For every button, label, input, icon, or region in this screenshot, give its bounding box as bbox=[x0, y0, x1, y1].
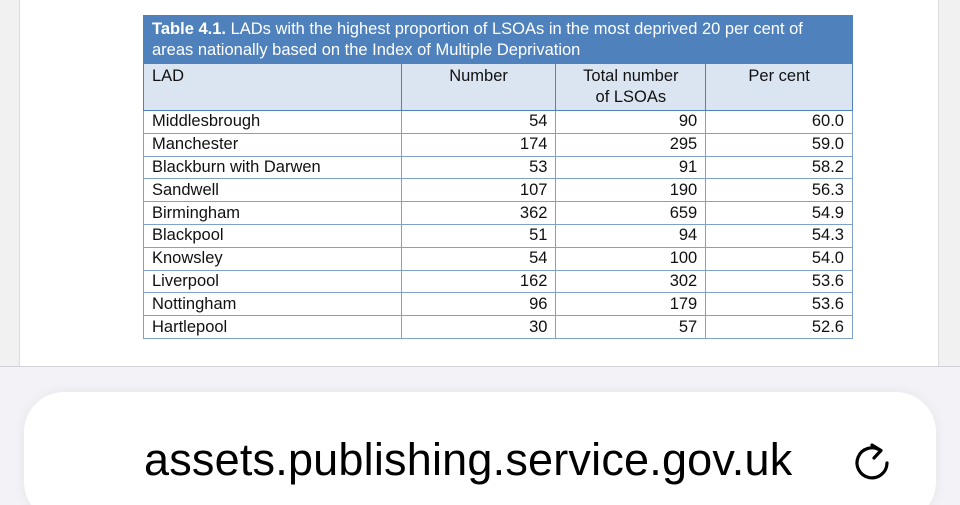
url-text[interactable]: assets.publishing.service.gov.uk bbox=[144, 434, 793, 485]
cell-lad: Middlesbrough bbox=[143, 110, 402, 134]
cell-total-lsoas: 190 bbox=[555, 178, 707, 203]
cell-number: 53 bbox=[400, 155, 557, 180]
table-row: Birmingham 362 659 54.9 bbox=[143, 201, 853, 225]
cell-per-cent: 53.6 bbox=[705, 269, 853, 294]
cell-number: 54 bbox=[400, 246, 557, 271]
table-row: Blackburn with Darwen 53 91 58.2 bbox=[143, 155, 853, 180]
table-row: Sandwell 107 190 56.3 bbox=[143, 178, 853, 203]
cell-total-lsoas: 94 bbox=[555, 223, 707, 248]
cell-lad: Blackburn with Darwen bbox=[143, 155, 402, 180]
header-total-lsoas: Total number of LSOAs bbox=[555, 63, 707, 111]
deprivation-table: Table 4.1. LADs with the highest proport… bbox=[143, 15, 853, 339]
cell-lad: Blackpool bbox=[143, 223, 402, 248]
cell-per-cent: 54.9 bbox=[705, 201, 853, 225]
cell-total-lsoas: 659 bbox=[555, 201, 707, 225]
cell-lad: Knowsley bbox=[143, 246, 402, 271]
cell-number: 30 bbox=[400, 315, 557, 339]
cell-lad: Manchester bbox=[143, 132, 402, 157]
cell-per-cent: 59.0 bbox=[705, 132, 853, 157]
cell-number: 54 bbox=[400, 110, 557, 134]
reload-icon[interactable] bbox=[847, 436, 897, 486]
cell-per-cent: 60.0 bbox=[705, 110, 853, 134]
cell-total-lsoas: 100 bbox=[555, 246, 707, 271]
table-row: Middlesbrough 54 90 60.0 bbox=[143, 110, 853, 134]
table-row: Manchester 174 295 59.0 bbox=[143, 132, 853, 157]
cell-number: 51 bbox=[400, 223, 557, 248]
cell-total-lsoas: 57 bbox=[555, 315, 707, 339]
cell-per-cent: 52.6 bbox=[705, 315, 853, 339]
table-row: Blackpool 51 94 54.3 bbox=[143, 223, 853, 248]
cell-number: 362 bbox=[400, 201, 557, 225]
cell-per-cent: 58.2 bbox=[705, 155, 853, 180]
cell-lad: Birmingham bbox=[143, 201, 402, 225]
header-lad: LAD bbox=[143, 63, 402, 111]
cell-lad: Sandwell bbox=[143, 178, 402, 203]
table-caption-label: Table 4.1. bbox=[152, 20, 226, 38]
table-row: Knowsley 54 100 54.0 bbox=[143, 246, 853, 271]
cell-per-cent: 54.0 bbox=[705, 246, 853, 271]
cell-number: 174 bbox=[400, 132, 557, 157]
cell-per-cent: 54.3 bbox=[705, 223, 853, 248]
toolbar-divider bbox=[0, 366, 960, 367]
table-body: Middlesbrough 54 90 60.0 Manchester 174 295 59.… bbox=[143, 110, 853, 339]
header-total-line1: Total number bbox=[583, 67, 679, 85]
table-row: Hartlepool 30 57 52.6 bbox=[143, 315, 853, 339]
address-bar[interactable]: assets.publishing.service.gov.uk bbox=[24, 392, 936, 505]
cell-per-cent: 56.3 bbox=[705, 178, 853, 203]
cell-number: 162 bbox=[400, 269, 557, 294]
table-header-row: LAD Number Total number of LSOAs Per cen… bbox=[143, 63, 853, 111]
table-row: Liverpool 162 302 53.6 bbox=[143, 269, 853, 294]
cell-total-lsoas: 91 bbox=[555, 155, 707, 180]
cell-lad: Hartlepool bbox=[143, 315, 402, 339]
table-row: Nottingham 96 179 53.6 bbox=[143, 292, 853, 317]
cell-total-lsoas: 302 bbox=[555, 269, 707, 294]
header-number: Number bbox=[400, 63, 557, 111]
cell-total-lsoas: 295 bbox=[555, 132, 707, 157]
cell-total-lsoas: 90 bbox=[555, 110, 707, 134]
cell-lad: Nottingham bbox=[143, 292, 402, 317]
cell-per-cent: 53.6 bbox=[705, 292, 853, 317]
header-per-cent: Per cent bbox=[705, 63, 853, 111]
cell-number: 107 bbox=[400, 178, 557, 203]
cell-number: 96 bbox=[400, 292, 557, 317]
table-caption-text: LADs with the highest proportion of LSOA… bbox=[152, 20, 803, 59]
document-viewport[interactable]: Table 4.1. LADs with the highest proport… bbox=[0, 0, 960, 366]
cell-lad: Liverpool bbox=[143, 269, 402, 294]
table-caption: Table 4.1. LADs with the highest proport… bbox=[143, 15, 853, 64]
cell-total-lsoas: 179 bbox=[555, 292, 707, 317]
header-total-line2: of LSOAs bbox=[595, 88, 667, 106]
